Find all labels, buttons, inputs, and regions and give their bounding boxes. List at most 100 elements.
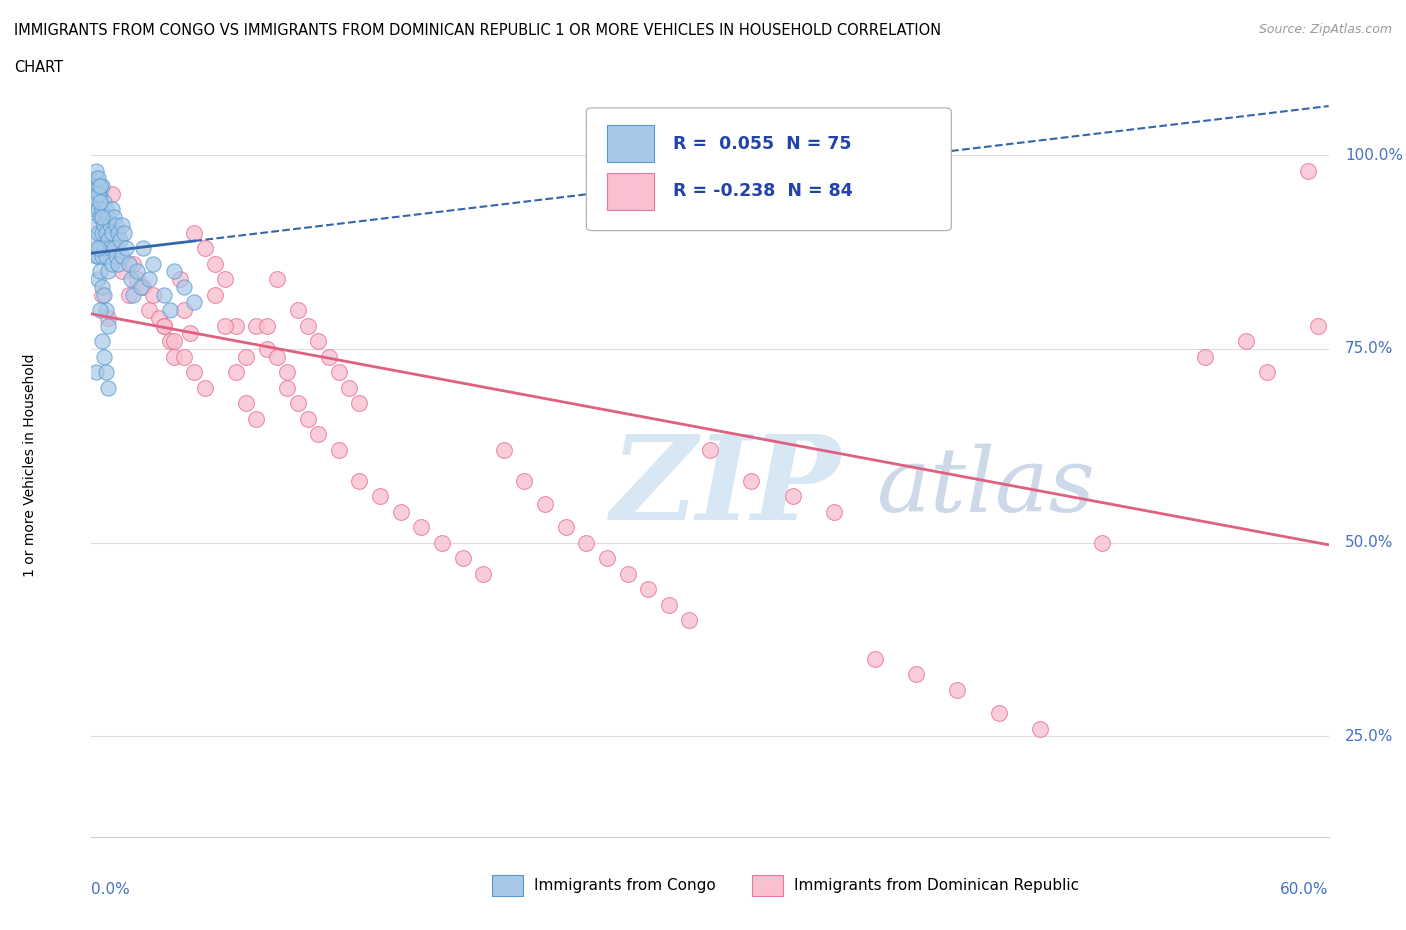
Point bbox=[658, 597, 681, 612]
Point bbox=[132, 279, 155, 294]
Point bbox=[90, 209, 112, 224]
Point bbox=[98, 241, 121, 256]
Point bbox=[86, 241, 108, 256]
Point bbox=[554, 520, 576, 535]
Point bbox=[105, 241, 128, 256]
Point bbox=[125, 264, 148, 279]
Point bbox=[740, 473, 762, 488]
Point bbox=[194, 380, 217, 395]
Point bbox=[89, 194, 111, 209]
Point bbox=[125, 272, 148, 286]
Point bbox=[138, 272, 160, 286]
Point bbox=[111, 248, 134, 263]
Point bbox=[117, 287, 139, 302]
Point bbox=[98, 218, 121, 232]
Point bbox=[115, 241, 138, 256]
Point bbox=[1194, 349, 1216, 364]
Point bbox=[86, 186, 108, 201]
Point bbox=[159, 334, 181, 349]
Point bbox=[276, 365, 298, 379]
FancyBboxPatch shape bbox=[607, 125, 654, 162]
Point bbox=[97, 311, 120, 325]
Point bbox=[84, 171, 107, 186]
Point bbox=[266, 349, 288, 364]
Point bbox=[987, 706, 1010, 721]
Point bbox=[430, 535, 453, 550]
Text: ZIP: ZIP bbox=[612, 430, 841, 545]
Point bbox=[97, 318, 120, 333]
Point bbox=[451, 551, 474, 565]
Point bbox=[637, 581, 659, 596]
Text: 60.0%: 60.0% bbox=[1281, 882, 1329, 897]
Text: CHART: CHART bbox=[14, 60, 63, 75]
Point bbox=[245, 411, 267, 426]
Point bbox=[129, 279, 152, 294]
Text: R = -0.238  N = 84: R = -0.238 N = 84 bbox=[673, 182, 852, 200]
Point bbox=[94, 202, 117, 217]
Point bbox=[307, 427, 329, 442]
Point bbox=[183, 225, 205, 240]
Point bbox=[111, 264, 134, 279]
Point bbox=[120, 272, 142, 286]
Text: 100.0%: 100.0% bbox=[1346, 148, 1403, 163]
Point bbox=[297, 411, 319, 426]
Point bbox=[163, 349, 186, 364]
Point bbox=[472, 566, 495, 581]
Point bbox=[82, 179, 104, 193]
Point bbox=[86, 225, 108, 240]
Point bbox=[1234, 334, 1257, 349]
Point bbox=[1091, 535, 1114, 550]
Point bbox=[89, 186, 111, 201]
Point bbox=[159, 302, 181, 317]
Point bbox=[142, 256, 165, 271]
Point bbox=[946, 683, 969, 698]
Point bbox=[173, 279, 195, 294]
Point bbox=[863, 651, 886, 666]
Point bbox=[1296, 163, 1319, 178]
Point bbox=[492, 442, 515, 457]
Point bbox=[287, 395, 309, 410]
Point bbox=[204, 256, 226, 271]
Point bbox=[1308, 318, 1330, 333]
Point bbox=[90, 334, 112, 349]
Point bbox=[179, 326, 201, 340]
Point bbox=[90, 287, 112, 302]
Point bbox=[93, 218, 115, 232]
Point bbox=[89, 209, 111, 224]
Point bbox=[84, 365, 107, 379]
Point bbox=[534, 497, 557, 512]
Point bbox=[152, 287, 174, 302]
Text: IMMIGRANTS FROM CONGO VS IMMIGRANTS FROM DOMINICAN REPUBLIC 1 OR MORE VEHICLES I: IMMIGRANTS FROM CONGO VS IMMIGRANTS FROM… bbox=[14, 23, 941, 38]
Text: 50.0%: 50.0% bbox=[1346, 535, 1393, 550]
Point bbox=[86, 179, 108, 193]
Point bbox=[782, 488, 804, 503]
Point bbox=[121, 287, 143, 302]
Point bbox=[1256, 365, 1278, 379]
Point bbox=[411, 520, 433, 535]
Point bbox=[86, 248, 108, 263]
Point bbox=[266, 272, 288, 286]
Point bbox=[225, 318, 247, 333]
Point bbox=[318, 349, 340, 364]
Point bbox=[132, 241, 155, 256]
Point bbox=[93, 241, 115, 256]
Point bbox=[142, 287, 165, 302]
Point bbox=[204, 287, 226, 302]
Point bbox=[307, 334, 329, 349]
Point bbox=[97, 380, 120, 395]
Point bbox=[513, 473, 536, 488]
Point bbox=[94, 365, 117, 379]
Point bbox=[89, 179, 111, 193]
Text: atlas: atlas bbox=[877, 444, 1097, 531]
Text: 0.0%: 0.0% bbox=[91, 882, 131, 897]
Text: Source: ZipAtlas.com: Source: ZipAtlas.com bbox=[1258, 23, 1392, 36]
Point bbox=[94, 302, 117, 317]
Point bbox=[110, 232, 132, 247]
Point bbox=[152, 318, 174, 333]
Point bbox=[94, 248, 117, 263]
Point bbox=[596, 551, 619, 565]
Point bbox=[90, 279, 112, 294]
Point bbox=[575, 535, 598, 550]
Point bbox=[89, 264, 111, 279]
Text: 1 or more Vehicles in Household: 1 or more Vehicles in Household bbox=[22, 353, 37, 577]
